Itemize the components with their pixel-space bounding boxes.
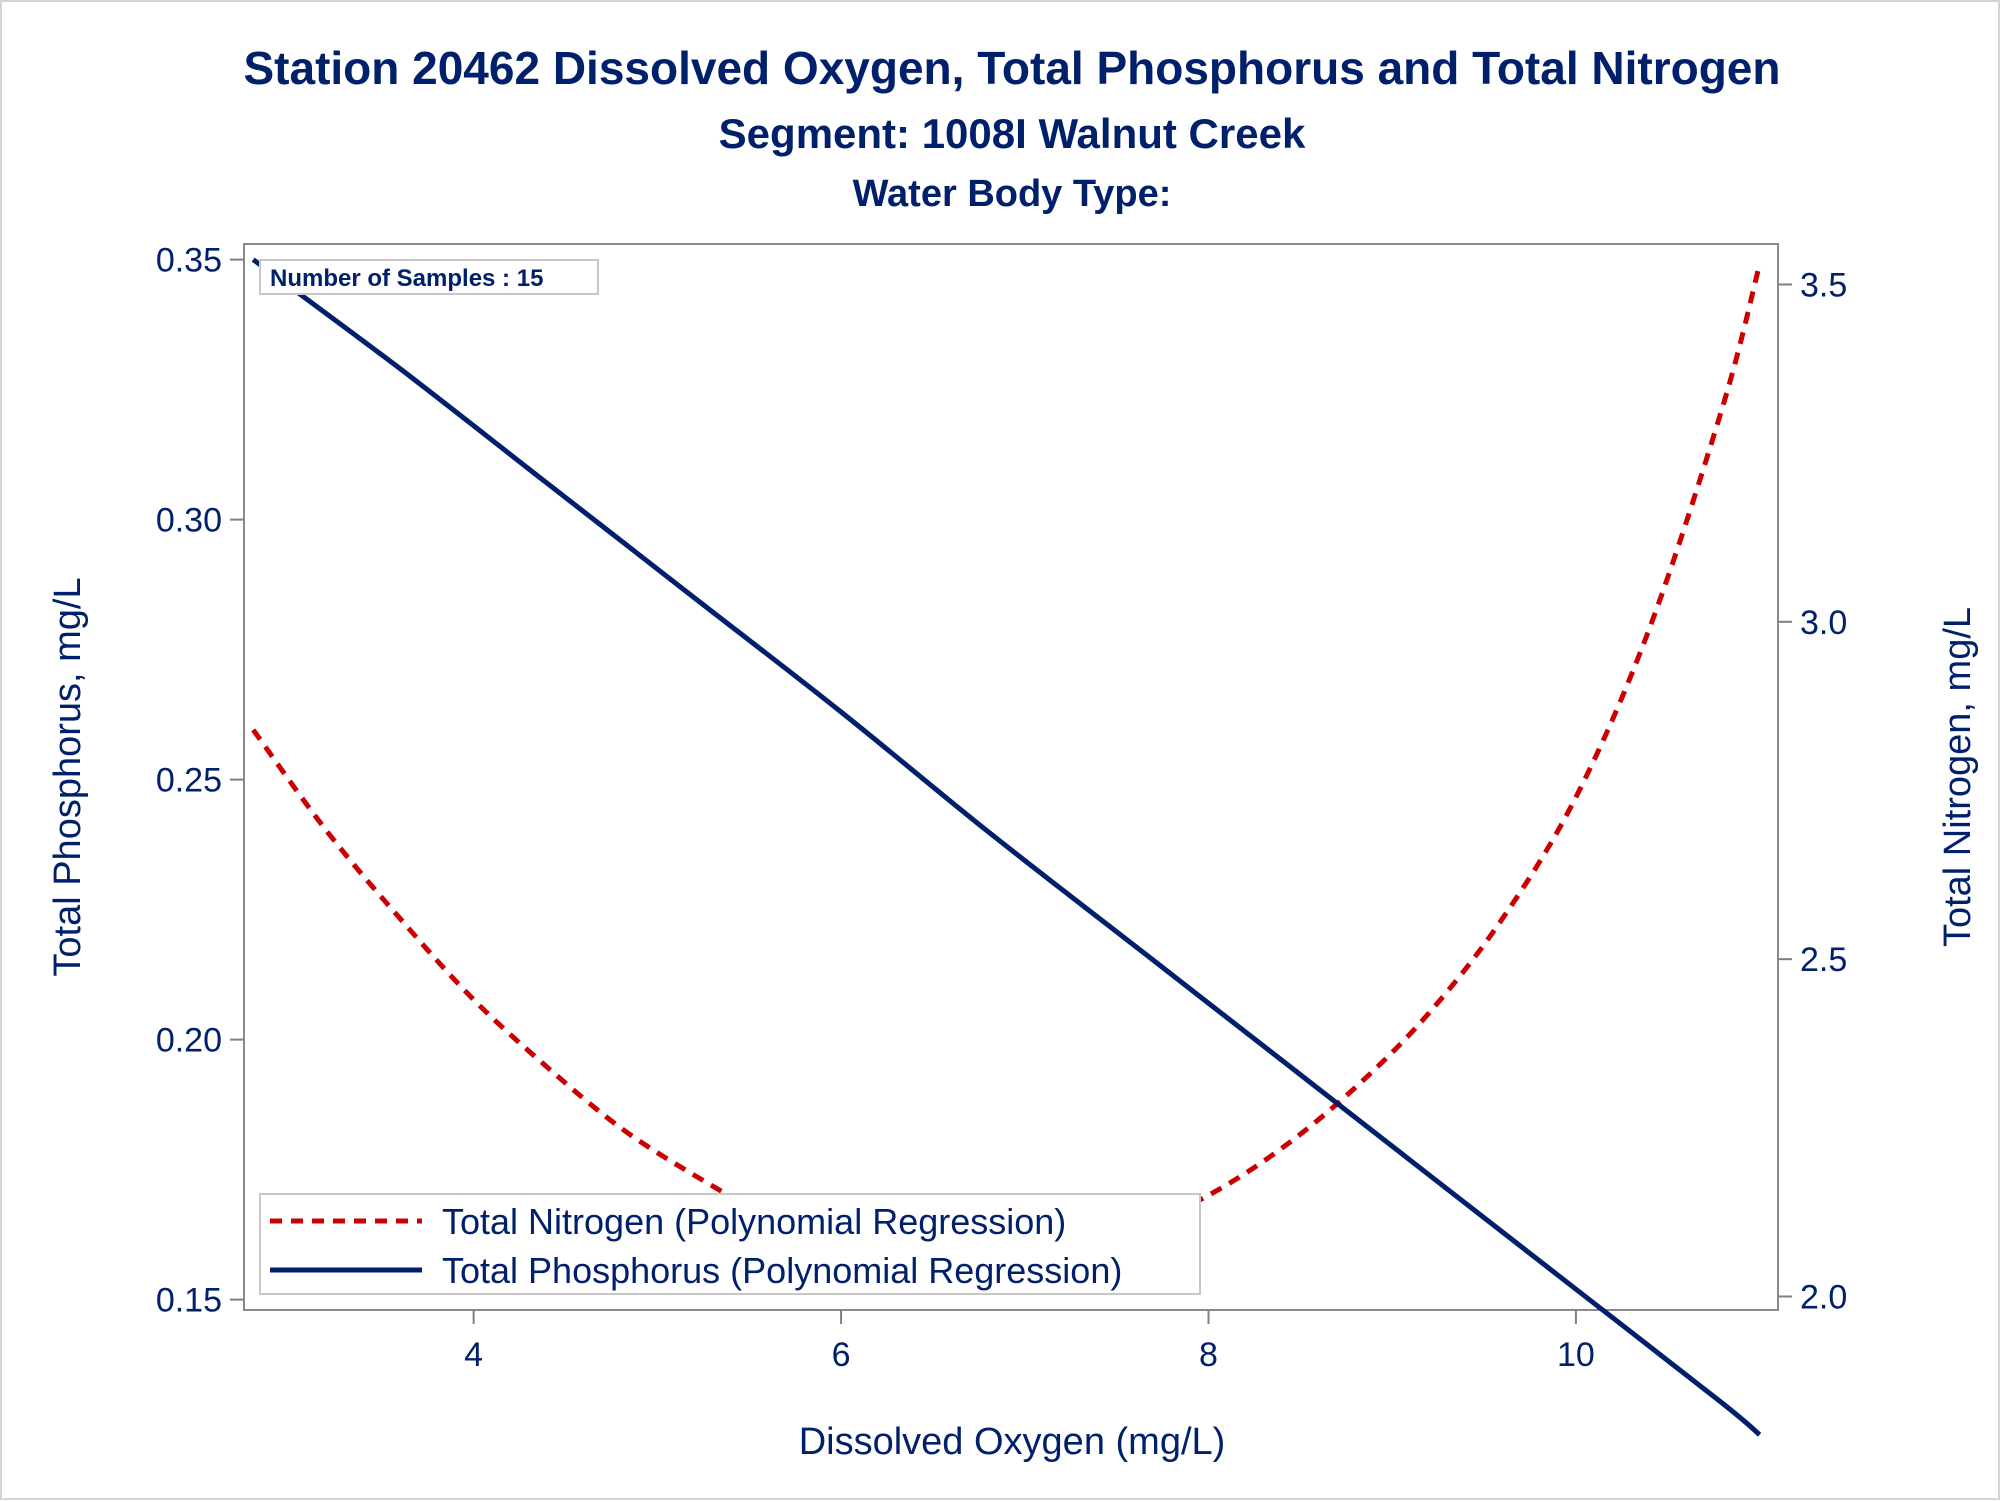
y-right-tick-label: 2.5 — [1800, 941, 1847, 979]
plot-area — [243, 243, 1779, 1311]
legend-label-nitrogen: Total Nitrogen (Polynomial Regression) — [442, 1201, 1066, 1242]
y-left-tick-label: 0.25 — [156, 762, 222, 800]
legend-label-phosphorus: Total Phosphorus (Polynomial Regression) — [442, 1250, 1122, 1291]
y-axis-left-label: Total Phosphorus, mg/L — [47, 577, 89, 976]
series-line-nitrogen — [251, 263, 1763, 1260]
y-left-tick-label: 0.20 — [156, 1022, 222, 1060]
y-left-tick-label: 0.35 — [156, 242, 222, 280]
x-tick-label: 4 — [464, 1336, 483, 1374]
y-left-tick-label: 0.30 — [156, 502, 222, 540]
series-line-phosphorus — [251, 257, 1762, 1437]
chart-subtitle-2: Water Body Type: — [853, 173, 1172, 215]
legend: Total Nitrogen (Polynomial Regression) T… — [259, 1193, 1201, 1295]
chart-subtitle: Segment: 1008I Walnut Creek — [719, 110, 1306, 157]
legend-box — [259, 1193, 1201, 1295]
y-right-tick-label: 3.5 — [1800, 266, 1847, 304]
samples-inset-text: Number of Samples : 15 — [270, 265, 543, 292]
y-axis-right-label: Total Nitrogen, mg/L — [1937, 607, 1979, 947]
x-tick-label: 6 — [832, 1336, 851, 1374]
y-left-tick-label: 0.15 — [156, 1282, 222, 1320]
y-right-tick-label: 3.0 — [1800, 604, 1847, 642]
x-tick-label: 10 — [1557, 1336, 1595, 1374]
x-axis-label: Dissolved Oxygen (mg/L) — [799, 1421, 1226, 1463]
y-axis-right: 2.0 2.5 3.0 3.5 — [1778, 266, 1847, 1317]
y-right-tick-label: 2.0 — [1800, 1279, 1847, 1317]
series-layer — [251, 257, 1763, 1437]
chart-title: Station 20462 Dissolved Oxygen, Total Ph… — [243, 42, 1780, 94]
x-axis: 4 6 8 10 — [464, 1310, 1595, 1374]
samples-inset: Number of Samples : 15 — [259, 259, 599, 295]
x-tick-label: 8 — [1199, 1336, 1218, 1374]
samples-inset-box — [259, 259, 599, 295]
y-axis-left: 0.15 0.20 0.25 0.30 0.35 — [156, 242, 244, 1320]
